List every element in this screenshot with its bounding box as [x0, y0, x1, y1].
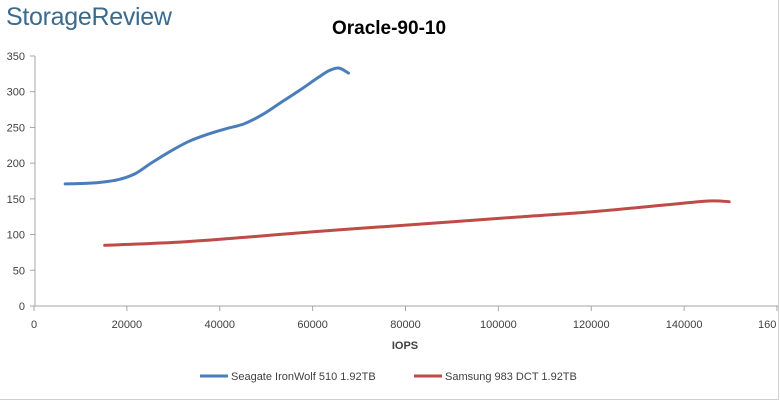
series-layer: [63, 66, 731, 247]
x-tick-label: 40000: [204, 319, 235, 331]
x-tick-label: 140000: [666, 319, 703, 331]
y-tick-label: 200: [7, 158, 25, 170]
x-tick-label: 100000: [480, 319, 517, 331]
series-line-2: [103, 199, 731, 247]
x-tick-label: 0: [31, 319, 37, 331]
x-tick-label: 120000: [573, 319, 610, 331]
axes: 0 50 100 150 200 250 300 350 0 20000 40000 60000 800…: [7, 51, 778, 331]
legend-label-2: Samsung 983 DCT 1.92TB: [445, 371, 577, 383]
brand-logo: StorageReview: [6, 3, 172, 31]
y-tick-label: 50: [13, 265, 25, 277]
x-tick-label: 20000: [112, 319, 143, 331]
y-tick-label: 300: [7, 87, 25, 99]
y-tick-label: 350: [7, 51, 25, 63]
y-tick-label: 250: [7, 122, 25, 134]
y-tick-label: 150: [7, 194, 25, 206]
x-tick-label: 80000: [390, 319, 421, 331]
series-line-1: [63, 66, 350, 186]
legend-label-1: Seagate IronWolf 510 1.92TB: [231, 371, 376, 383]
y-tick-label: 0: [19, 301, 25, 313]
legend: Seagate IronWolf 510 1.92TB Samsung 983 D…: [200, 371, 577, 383]
chart-title: Oracle-90-10: [332, 18, 446, 39]
y-tick-label: 100: [7, 230, 25, 242]
x-axis-label: IOPS: [392, 340, 418, 352]
x-tick-label: 60000: [297, 319, 328, 331]
x-tick-label: 160: [758, 319, 776, 331]
